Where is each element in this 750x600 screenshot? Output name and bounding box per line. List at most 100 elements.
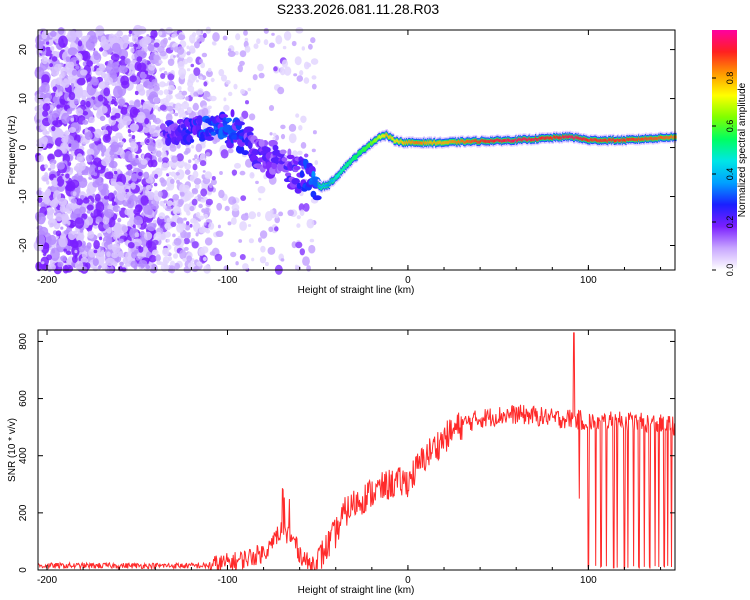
- ridge-segment: [565, 135, 568, 139]
- noise-blob: [75, 108, 84, 116]
- y-tick-label: 0: [18, 567, 29, 573]
- ridge-blob: [281, 157, 288, 162]
- y-tick-label: -10: [18, 189, 29, 204]
- noise-blob: [40, 136, 48, 145]
- noise-blob: [193, 67, 201, 76]
- noise-blob: [133, 215, 143, 226]
- ridge-segment: [407, 140, 410, 144]
- ridge-segment: [361, 148, 364, 152]
- ridge-segment: [658, 136, 661, 140]
- ridge-segment: [499, 139, 501, 143]
- ridge-blob: [210, 131, 217, 136]
- noise-blob: [183, 203, 191, 213]
- ridge-segment: [351, 159, 353, 163]
- snr-y-label: SNR (10 * v/v): [7, 418, 18, 482]
- noise-blob: [134, 90, 139, 96]
- noise-blob: [146, 89, 150, 95]
- noise-blob: [131, 135, 136, 139]
- ridge-segment: [611, 138, 614, 142]
- noise-blob: [36, 189, 42, 196]
- noise-blob: [113, 153, 118, 158]
- ridge-segment: [360, 150, 362, 154]
- noise-blob: [259, 256, 267, 264]
- noise-blob: [172, 194, 180, 201]
- noise-blob: [227, 221, 232, 226]
- noise-blob: [131, 251, 137, 259]
- ridge-segment: [583, 137, 586, 141]
- noise-blob: [85, 154, 93, 163]
- noise-blob: [177, 107, 185, 116]
- ridge-segment: [544, 136, 546, 140]
- noise-blob: [87, 230, 95, 239]
- noise-blob: [57, 85, 64, 94]
- noise-blob: [48, 234, 57, 246]
- ridge-segment: [489, 140, 491, 144]
- noise-blob: [173, 46, 179, 53]
- noise-blob: [299, 209, 305, 216]
- noise-blob: [153, 132, 158, 137]
- noise-blob: [133, 99, 141, 108]
- noise-blob: [152, 239, 159, 246]
- ridge-segment: [387, 134, 389, 138]
- ridge-segment: [500, 138, 502, 142]
- noise-blob: [239, 60, 245, 66]
- ridge-segment: [479, 140, 481, 144]
- noise-blob: [176, 169, 185, 180]
- noise-blob: [184, 169, 191, 175]
- noise-blob: [128, 180, 132, 185]
- noise-blob: [139, 230, 145, 238]
- noise-blob: [149, 138, 154, 143]
- noise-blob: [179, 165, 183, 169]
- noise-blob: [145, 264, 151, 270]
- noise-blob: [197, 88, 204, 95]
- x-tick-label: -100: [217, 275, 237, 286]
- noise-blob: [62, 79, 70, 88]
- ridge-segment: [506, 139, 508, 143]
- ridge-segment: [392, 137, 395, 141]
- ridge-segment: [485, 140, 488, 144]
- ridge-segment: [333, 177, 336, 182]
- ridge-segment: [514, 139, 516, 143]
- noise-blob: [174, 112, 179, 117]
- colorbar-gradient: [712, 30, 737, 270]
- noise-blob: [283, 31, 292, 41]
- noise-blob: [203, 213, 209, 220]
- ridge-segment: [643, 138, 645, 142]
- noise-blob: [272, 136, 276, 140]
- ridge-segment: [487, 139, 489, 144]
- ridge-segment: [617, 137, 619, 141]
- noise-blob: [195, 79, 199, 83]
- noise-blob: [163, 200, 168, 204]
- noise-blob: [117, 251, 124, 258]
- ridge-segment: [546, 136, 548, 140]
- noise-blob: [118, 224, 128, 234]
- ridge-segment: [458, 140, 461, 144]
- noise-blob: [234, 51, 239, 56]
- ridge-segment: [615, 138, 618, 143]
- noise-blob: [169, 265, 176, 274]
- ridge-segment: [629, 137, 632, 142]
- ridge-segment: [642, 137, 645, 141]
- noise-blob: [194, 159, 200, 164]
- noise-blob: [227, 48, 232, 52]
- ridge-segment: [490, 139, 493, 143]
- spectrogram-y-axis: -20 -10 0 10 20: [18, 44, 675, 253]
- noise-blob: [224, 205, 230, 212]
- ridge-segment: [636, 137, 638, 141]
- ridge-segment: [622, 138, 625, 142]
- noise-blob: [205, 198, 213, 206]
- noise-blob: [154, 51, 158, 55]
- ridge-blob: [299, 170, 305, 178]
- noise-blob: [303, 61, 310, 70]
- ridge-segment: [385, 133, 387, 137]
- noise-blob: [162, 147, 166, 152]
- noise-blob: [310, 58, 319, 65]
- noise-blob: [176, 223, 184, 233]
- ridge-segment: [408, 140, 411, 144]
- noise-blob: [118, 238, 124, 244]
- noise-blob: [85, 73, 92, 82]
- ridge-segment: [402, 141, 405, 145]
- noise-blob: [272, 132, 277, 137]
- ridge-segment: [517, 138, 519, 142]
- colorbar-tick-label: 0.0: [725, 264, 735, 277]
